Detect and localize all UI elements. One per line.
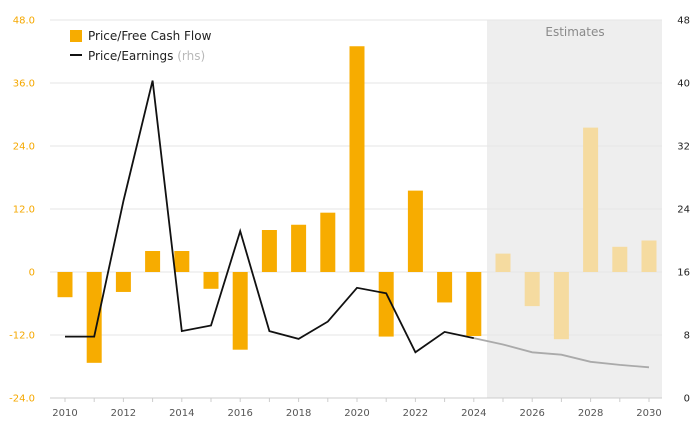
bar-pfcf-2012 [115,272,131,292]
bar-pfcf-2029 [612,246,628,272]
y-right-tick-label: 48 [677,16,690,27]
x-tick-label: 2016 [227,408,252,419]
x-tick-label: 2022 [403,408,428,419]
y-left-tick-label: 36.0 [13,79,35,90]
x-tick-label: 2012 [111,408,136,419]
legend-swatch-pfcf [70,30,82,42]
y-right-tick-label: 0 [684,394,690,405]
y-left-tick-label: -12.0 [9,331,35,342]
y-left-tick-label: 48.0 [13,16,35,27]
bar-pfcf-2019 [320,212,336,272]
bar-pfcf-2021 [378,272,394,337]
x-tick-label: 2014 [169,408,194,419]
bar-pfcf-2018 [291,224,307,272]
x-tick-label: 2018 [286,408,311,419]
x-tick-label: 2028 [578,408,603,419]
legend: Price/Free Cash Flow Price/Earnings (rhs… [70,29,212,63]
bar-pfcf-2025 [495,253,511,272]
y-right-tick-label: 40 [677,79,690,90]
y-right-tick-label: 24 [677,205,690,216]
bar-pfcf-2016 [232,272,248,350]
legend-label-pe-name: Price/Earnings [88,49,173,63]
y-right-tick-label: 32 [677,142,690,153]
bar-pfcf-2015 [203,272,219,289]
y-left-tick-label: 0 [29,268,35,279]
pe-line [65,80,650,369]
legend-label-pe-suffix: (rhs) [177,49,205,63]
x-tick-label: 2010 [52,408,77,419]
x-tick-label: 2026 [519,408,544,419]
bar-pfcf-2020 [349,46,365,272]
bar-pfcf-2023 [437,272,453,303]
legend-label-pe: Price/Earnings (rhs) [88,49,205,63]
bar-pfcf-2026 [524,272,540,307]
bar-pfcf-2013 [145,251,161,272]
bar-pfcf-2028 [583,127,599,272]
bars [57,46,657,363]
bar-pfcf-2014 [174,251,190,272]
legend-label-pfcf: Price/Free Cash Flow [88,29,212,43]
bar-pfcf-2010 [57,272,73,298]
x-tick-label: 2024 [461,408,486,419]
estimates-label: Estimates [545,25,604,39]
y-right-tick-label: 16 [677,268,690,279]
y-right-tick-label: 8 [684,331,690,342]
y-left-tick-label: 12.0 [13,205,35,216]
x-tick-label: 2020 [344,408,369,419]
x-tick-label: 2030 [636,408,661,419]
bar-pfcf-2030 [641,240,657,272]
y-left-tick-label: -24.0 [9,394,35,405]
bar-pfcf-2011 [86,272,102,363]
y-left-tick-label: 24.0 [13,142,35,153]
bar-pfcf-2027 [553,272,569,340]
axis-ticks: 48.0 36.0 24.0 12.0 0 -12.0 -24.0 48 40 32 24 16 8 0 2… [9,16,690,420]
bar-pfcf-2017 [261,230,277,272]
bar-pfcf-2022 [407,190,423,272]
bar-pfcf-2024 [466,272,482,337]
pe-line-actual [65,80,474,354]
pe-line-estimates [473,337,650,369]
